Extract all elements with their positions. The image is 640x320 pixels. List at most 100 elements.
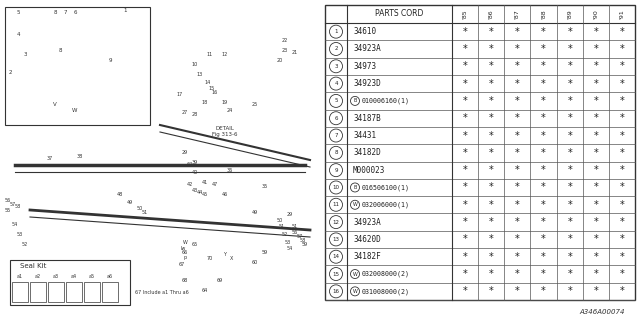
Text: *: * bbox=[541, 131, 546, 140]
Text: *: * bbox=[593, 286, 598, 296]
Text: 010006160(1): 010006160(1) bbox=[362, 98, 410, 104]
Text: *: * bbox=[489, 217, 493, 227]
Text: 44: 44 bbox=[197, 189, 203, 195]
Text: 49: 49 bbox=[252, 210, 258, 214]
Text: 67 Include a1 Thru a6: 67 Include a1 Thru a6 bbox=[135, 290, 189, 294]
Text: *: * bbox=[515, 252, 520, 262]
Text: *: * bbox=[593, 61, 598, 71]
Text: *: * bbox=[567, 79, 572, 89]
Text: *: * bbox=[593, 235, 598, 244]
Text: 37: 37 bbox=[47, 156, 53, 161]
Text: *: * bbox=[567, 113, 572, 123]
Text: *: * bbox=[463, 200, 467, 210]
Text: 11: 11 bbox=[207, 52, 213, 58]
Text: 66: 66 bbox=[182, 250, 188, 254]
Text: 6: 6 bbox=[73, 10, 77, 14]
Text: *: * bbox=[593, 131, 598, 140]
Text: *: * bbox=[489, 44, 493, 54]
Text: *: * bbox=[567, 286, 572, 296]
Text: a4: a4 bbox=[71, 274, 77, 279]
Text: 49: 49 bbox=[127, 199, 133, 204]
Text: 9: 9 bbox=[334, 168, 338, 173]
Text: *: * bbox=[593, 27, 598, 37]
Text: DETAIL: DETAIL bbox=[216, 126, 234, 131]
Text: 67: 67 bbox=[179, 262, 185, 268]
Bar bbox=[12, 282, 28, 302]
Text: *: * bbox=[620, 252, 624, 262]
Text: W: W bbox=[182, 239, 188, 244]
Text: *: * bbox=[515, 200, 520, 210]
Text: *: * bbox=[489, 269, 493, 279]
Text: *: * bbox=[489, 182, 493, 192]
Text: *: * bbox=[620, 44, 624, 54]
Text: 52: 52 bbox=[282, 233, 288, 237]
Text: 17: 17 bbox=[177, 92, 183, 98]
Text: *: * bbox=[593, 217, 598, 227]
Text: *: * bbox=[593, 182, 598, 192]
Text: 50: 50 bbox=[137, 205, 143, 211]
Text: 8: 8 bbox=[334, 150, 338, 155]
Text: *: * bbox=[541, 79, 546, 89]
Text: *: * bbox=[463, 217, 467, 227]
Text: 34187B: 34187B bbox=[353, 114, 381, 123]
Text: 46: 46 bbox=[222, 193, 228, 197]
Text: *: * bbox=[567, 269, 572, 279]
Text: 34620D: 34620D bbox=[353, 235, 381, 244]
Text: *: * bbox=[489, 131, 493, 140]
Text: *: * bbox=[567, 61, 572, 71]
Text: 2: 2 bbox=[8, 69, 12, 75]
Text: *: * bbox=[489, 61, 493, 71]
Text: 29: 29 bbox=[182, 149, 188, 155]
Text: 35: 35 bbox=[262, 185, 268, 189]
Text: *: * bbox=[541, 96, 546, 106]
Text: 11: 11 bbox=[333, 202, 339, 207]
Text: *: * bbox=[463, 44, 467, 54]
Text: 25: 25 bbox=[252, 102, 258, 108]
Text: *: * bbox=[620, 96, 624, 106]
Text: 36: 36 bbox=[227, 167, 233, 172]
Text: 032006000(1): 032006000(1) bbox=[362, 202, 410, 208]
Text: 51: 51 bbox=[142, 210, 148, 214]
Text: *: * bbox=[463, 61, 467, 71]
Text: 51: 51 bbox=[292, 225, 298, 229]
Text: 15: 15 bbox=[209, 85, 215, 91]
Text: 34923D: 34923D bbox=[353, 79, 381, 88]
Text: X: X bbox=[230, 255, 234, 260]
Text: *: * bbox=[489, 27, 493, 37]
Text: 8: 8 bbox=[53, 10, 57, 14]
Text: W: W bbox=[353, 202, 357, 207]
Text: *: * bbox=[541, 200, 546, 210]
Text: 34923A: 34923A bbox=[353, 218, 381, 227]
Text: *: * bbox=[489, 113, 493, 123]
Text: 34610: 34610 bbox=[353, 27, 376, 36]
Text: W: W bbox=[353, 289, 357, 294]
Text: Y: Y bbox=[223, 252, 227, 258]
Text: p: p bbox=[184, 255, 187, 260]
Text: 2: 2 bbox=[334, 46, 338, 52]
Text: 34182F: 34182F bbox=[353, 252, 381, 261]
Text: 64: 64 bbox=[202, 287, 208, 292]
Text: 13: 13 bbox=[333, 237, 339, 242]
Text: *: * bbox=[463, 252, 467, 262]
Text: *: * bbox=[620, 182, 624, 192]
Bar bbox=[10, 260, 130, 305]
Text: 10: 10 bbox=[333, 185, 339, 190]
Text: 53: 53 bbox=[17, 233, 23, 237]
Text: 53: 53 bbox=[285, 239, 291, 244]
Text: *: * bbox=[541, 252, 546, 262]
Text: *: * bbox=[593, 113, 598, 123]
Text: *: * bbox=[541, 286, 546, 296]
Text: *: * bbox=[515, 182, 520, 192]
Text: 13: 13 bbox=[197, 73, 203, 77]
Bar bbox=[84, 282, 100, 302]
Text: *: * bbox=[515, 79, 520, 89]
Text: *: * bbox=[593, 269, 598, 279]
Text: B: B bbox=[353, 99, 356, 103]
Text: *: * bbox=[593, 44, 598, 54]
Text: 52: 52 bbox=[22, 243, 28, 247]
Text: 65: 65 bbox=[192, 243, 198, 247]
Text: 016506100(1): 016506100(1) bbox=[362, 184, 410, 191]
Text: '88: '88 bbox=[541, 9, 546, 19]
Text: *: * bbox=[489, 79, 493, 89]
Text: *: * bbox=[463, 286, 467, 296]
